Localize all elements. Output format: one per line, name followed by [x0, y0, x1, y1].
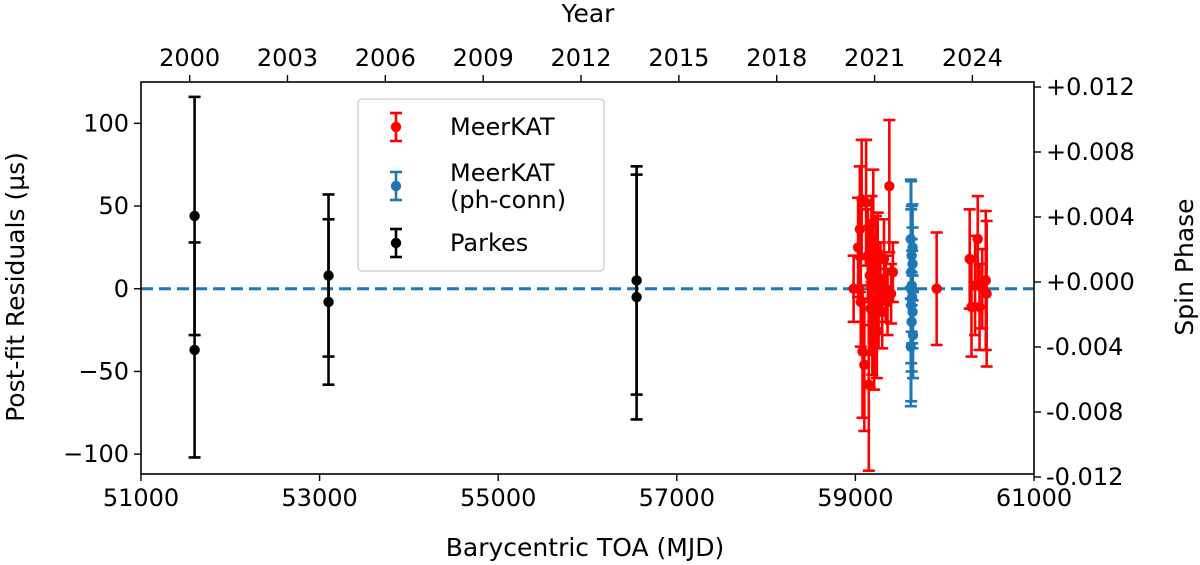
legend-entry: MeerKAT	[390, 111, 555, 143]
marker	[871, 326, 883, 337]
bottom-x-axis: 51000 53000 55000 57000 59000 61000	[103, 474, 1072, 512]
top-tick-label: 2015	[648, 44, 709, 72]
marker	[860, 197, 872, 208]
top-tick-label: 2024	[942, 44, 1003, 72]
marker	[863, 379, 874, 390]
marker	[931, 283, 942, 294]
data-point-meerkat	[980, 219, 993, 368]
series-parkes	[188, 95, 643, 459]
marker	[964, 253, 975, 265]
x-axis-title: Barycentric TOA (MJD)	[446, 533, 725, 562]
top-tick-label: 2021	[844, 44, 905, 72]
top-year-axis: 2000 2003 2006 2009 2012 2015 2018 2021 2024	[159, 44, 1003, 82]
marker	[887, 267, 899, 278]
top-tick-label: 2006	[355, 44, 416, 72]
marker	[907, 242, 918, 253]
legend-label: MeerKAT	[450, 159, 555, 187]
marker	[972, 233, 983, 245]
data-point-parkes	[630, 173, 643, 421]
y-tick-label: −50	[78, 357, 129, 385]
right-tick-label: +0.004	[1046, 203, 1135, 231]
x-tick-label: 55000	[460, 484, 536, 512]
legend-entry: MeerKAT(ph-conn)	[390, 159, 566, 214]
y-tick-label: 50	[98, 192, 129, 220]
top-axis-title: Year	[561, 0, 616, 28]
marker	[907, 329, 919, 341]
x-tick-label: 51000	[103, 484, 179, 512]
top-tick-label: 2012	[550, 44, 611, 72]
data-point-parkes	[188, 241, 201, 459]
y-axis-title: Post-fit Residuals (µs)	[1, 152, 30, 422]
legend-marker	[390, 237, 402, 249]
data-point-meerkat	[930, 231, 943, 347]
right-axis-title: Spin Phase	[1170, 198, 1199, 335]
marker	[859, 359, 870, 371]
top-tick-label: 2000	[159, 44, 220, 72]
right-tick-label: +0.012	[1046, 73, 1135, 101]
right-tick-label: -0.008	[1046, 398, 1123, 426]
legend-label: MeerKAT	[450, 113, 555, 141]
data-points-layer	[188, 95, 993, 472]
top-tick-label: 2009	[453, 44, 514, 72]
data-point-meerkat	[886, 241, 899, 304]
legend-box	[357, 98, 605, 272]
marker	[854, 224, 866, 235]
right-tick-label: +0.000	[1046, 268, 1135, 296]
data-point-meerkat-ph-conn	[906, 203, 919, 292]
legend-label: (ph-conn)	[450, 186, 566, 214]
marker	[884, 181, 895, 192]
series-meerkat-ph-conn	[904, 178, 919, 408]
right-tick-label: -0.004	[1046, 333, 1123, 361]
marker	[189, 210, 200, 222]
series-meerkat	[847, 118, 993, 472]
legend-entry: Parkes	[390, 227, 528, 259]
data-point-parkes	[322, 217, 335, 386]
marker	[885, 288, 897, 299]
data-point-meerkat-ph-conn	[906, 290, 919, 380]
legend-marker	[390, 180, 402, 192]
marker	[189, 344, 200, 356]
top-tick-label: 2003	[257, 44, 318, 72]
x-tick-label: 57000	[639, 484, 715, 512]
right-phase-axis: +0.012 +0.008 +0.004 +0.000 -0.004 -0.008 -0.0…	[1034, 73, 1135, 491]
left-y-axis: 100 50 0 −50 −100	[63, 109, 141, 468]
marker	[631, 291, 642, 303]
right-tick-label: +0.008	[1046, 138, 1135, 166]
top-tick-label: 2018	[746, 44, 807, 72]
right-tick-label: -0.012	[1046, 463, 1123, 491]
y-tick-label: 100	[83, 109, 129, 137]
x-tick-label: 59000	[817, 484, 893, 512]
y-tick-label: −100	[63, 440, 129, 468]
data-point-meerkat	[883, 118, 896, 254]
x-tick-label: 61000	[996, 484, 1072, 512]
legend-marker	[390, 121, 402, 133]
marker	[981, 288, 992, 299]
legend-label: Parkes	[450, 229, 528, 257]
x-tick-label: 53000	[281, 484, 357, 512]
y-tick-label: 0	[114, 275, 129, 303]
marker	[323, 296, 334, 308]
plot-frame	[140, 81, 1035, 475]
